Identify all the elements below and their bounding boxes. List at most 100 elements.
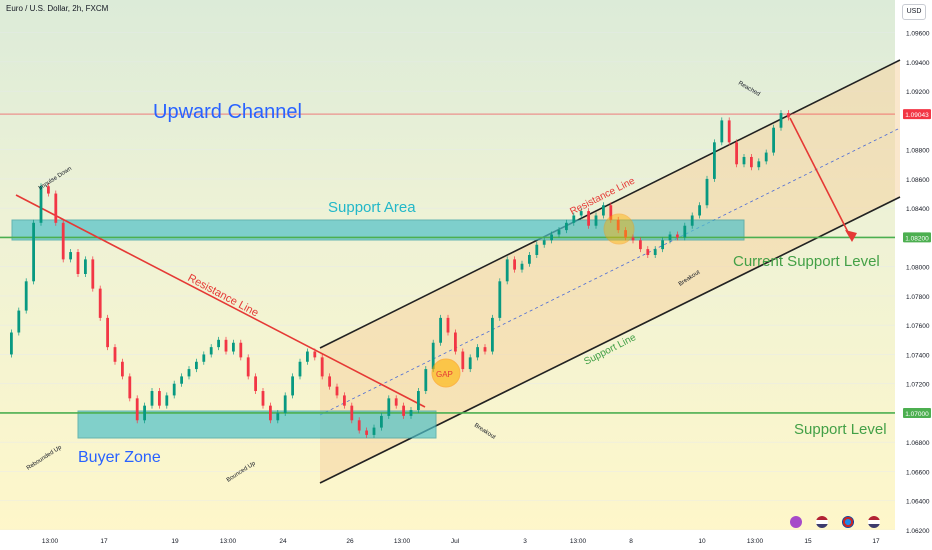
price-tick: 1.06200 <box>906 528 930 535</box>
candle-body <box>195 361 198 370</box>
event-icons <box>790 516 880 528</box>
time-tick: 17 <box>100 538 108 545</box>
candle-body <box>439 317 442 343</box>
buyer-zone-label: Buyer Zone <box>78 449 161 466</box>
candle-body <box>520 263 524 270</box>
time-tick: 24 <box>279 538 287 545</box>
projection-arrowhead <box>845 230 857 242</box>
candle-body <box>276 412 280 421</box>
price-tick: 1.08000 <box>906 265 930 272</box>
candle-body <box>202 354 206 362</box>
price-tick: 1.09200 <box>906 89 930 96</box>
candle-body <box>246 357 250 377</box>
candle-body <box>217 339 220 348</box>
candle-body <box>232 342 235 352</box>
candle-body <box>757 161 761 168</box>
candle-body <box>772 127 775 153</box>
reached-label: Reached <box>737 81 761 98</box>
candle-body <box>461 351 465 370</box>
candle-body <box>98 288 102 318</box>
candle-body <box>616 219 620 231</box>
candle-body <box>298 361 302 377</box>
candle-body <box>10 332 13 355</box>
support-level-label: Support Level <box>794 421 887 438</box>
gap-circle <box>431 358 461 388</box>
candle-body <box>690 215 694 226</box>
candle-body <box>47 186 50 194</box>
candle-body <box>224 339 228 352</box>
candle-body <box>172 383 176 396</box>
lightning-icon[interactable] <box>790 516 802 528</box>
candle-body <box>17 310 21 333</box>
time-tick: 13:00 <box>394 538 411 545</box>
price-tick: 1.06800 <box>906 440 930 447</box>
candle-body <box>69 252 72 260</box>
candle-body <box>291 376 294 396</box>
candle-body <box>128 376 132 399</box>
candle-body <box>513 259 516 270</box>
candle-body <box>661 240 664 250</box>
candle-body <box>313 351 317 358</box>
time-tick: 13:00 <box>220 538 237 545</box>
candle-body <box>713 142 716 179</box>
candle-body <box>646 249 650 255</box>
price-level-label: 1.08200 <box>905 235 929 242</box>
price-level-tag <box>903 232 931 243</box>
time-tick: Jul <box>451 538 460 545</box>
candle-body <box>639 240 642 250</box>
price-tick: 1.08600 <box>906 177 930 184</box>
candle-body <box>542 240 546 245</box>
candle-body <box>357 420 361 431</box>
candle-body <box>446 317 450 333</box>
time-tick: 8 <box>629 538 633 545</box>
support-area-label: Support Area <box>328 199 416 216</box>
candle-body <box>557 230 561 235</box>
price-tick: 1.09400 <box>906 60 930 67</box>
candle-body <box>609 205 613 220</box>
time-tick: 13:00 <box>570 538 587 545</box>
time-tick: 17 <box>872 538 880 545</box>
candle-body <box>387 398 391 416</box>
candle-body <box>491 317 494 352</box>
candle-body <box>454 332 457 352</box>
currency-button[interactable]: USD <box>902 4 926 20</box>
price-level-tag <box>903 407 931 418</box>
candle-body <box>187 369 191 377</box>
candle-body <box>579 211 583 216</box>
candle-body <box>498 281 502 318</box>
candle-body <box>565 222 568 231</box>
candle-body <box>394 398 398 406</box>
price-tick: 1.07600 <box>906 323 930 330</box>
candle-body <box>750 156 753 168</box>
price-tick: 1.06400 <box>906 499 930 506</box>
candle-body <box>180 376 183 384</box>
current-support-label: Current Support Level <box>733 253 880 270</box>
candle-body <box>727 120 731 143</box>
candle-body <box>32 222 35 282</box>
rebounded-up-label: Rebounded Up <box>26 444 64 471</box>
bounced-up-label: Bounced Up <box>226 460 258 483</box>
candle-body <box>328 376 331 387</box>
candle-body <box>24 281 28 311</box>
channel-fill <box>320 60 900 483</box>
eu-flag-icon[interactable] <box>842 516 854 528</box>
candle-body <box>254 376 257 392</box>
candle-body <box>720 120 724 143</box>
price-level-label: 1.09043 <box>905 112 929 119</box>
candle-body <box>631 237 635 241</box>
us-flag-icon-2[interactable] <box>868 516 880 528</box>
candle-body <box>84 259 87 274</box>
price-tick: 1.08400 <box>906 206 930 213</box>
candle-body <box>121 361 124 377</box>
candle-body <box>624 230 627 238</box>
candle-body <box>350 405 354 421</box>
channel-top-line <box>319 59 901 349</box>
price-level-label: 1.07000 <box>905 411 929 418</box>
candle-body <box>653 249 657 255</box>
us-flag-icon[interactable] <box>816 516 828 528</box>
candle-body <box>587 211 590 226</box>
candle-body <box>468 357 472 370</box>
candle-body <box>742 156 746 165</box>
